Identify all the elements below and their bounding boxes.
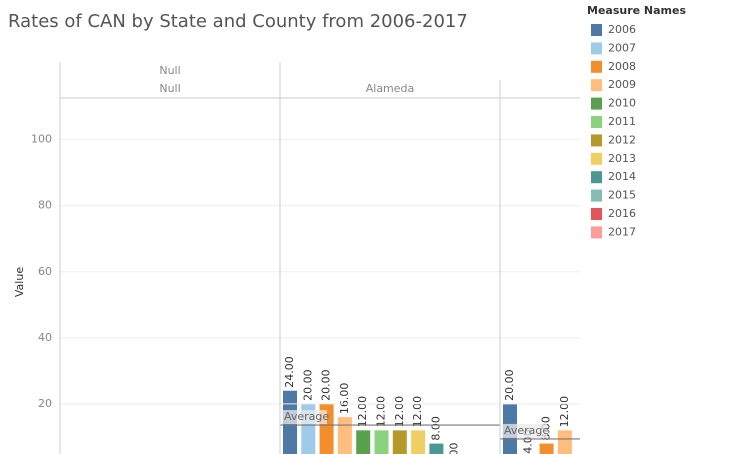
legend-swatch [591,42,602,55]
legend-label: 2007 [608,41,636,54]
reference-label-box [502,423,547,438]
legend-label: 2016 [608,207,636,220]
state-header: Null [159,64,180,77]
value-label: 24.00 [283,356,296,388]
bar [392,430,407,454]
value-label: 12.00 [375,396,388,428]
value-label: 12.00 [411,396,424,428]
bar [356,430,371,454]
bar [337,417,352,454]
value-label: 20.00 [320,369,333,401]
plot-area: 24.00 20.00 20.00 16.00 12.00 12.00 12.00 12.00… [280,356,580,454]
reference-label: Average [504,424,549,437]
legend-swatch [591,24,602,36]
legend-label: 2011 [608,115,636,128]
y-tick-label: 40 [38,331,52,344]
bar [374,430,389,454]
bar [557,430,572,454]
legend-label: 2015 [608,189,636,202]
legend-label: 2009 [608,78,636,91]
legend-label: 2017 [608,225,636,238]
y-tick-label: 20 [38,397,52,410]
chart-title: Rates of CAN by State and County from 20… [8,11,468,32]
county-header: Alameda [366,82,415,95]
y-tick-label: 80 [38,199,52,212]
legend-swatch [591,97,602,110]
value-label: 8.00 [429,416,442,441]
legend-swatch [591,60,602,73]
value-label: 0.00 [448,443,461,454]
y-tick-label: 100 [31,133,52,146]
bar [429,443,444,454]
legend-label: 2013 [608,152,636,165]
county-header: Null [159,82,180,95]
legend-title: Measure Names [587,4,686,17]
legend-label: 2006 [608,23,636,36]
value-label: 20.00 [301,369,314,401]
legend-swatch [591,79,602,92]
reference-label: Average [284,410,329,423]
legend-swatch [591,116,602,128]
legend-swatch [591,189,602,202]
value-label: 12.00 [356,396,369,428]
value-label: 20.00 [503,369,516,401]
legend-label: 2014 [608,170,636,183]
legend-label: 2012 [608,133,636,146]
value-label: 12.00 [393,396,406,428]
y-tick-label: 60 [38,265,52,278]
legend-swatch [591,208,602,220]
bar [411,430,426,454]
legend-swatch [591,226,602,239]
reference-label-box [282,410,327,425]
legend-swatch [591,152,602,165]
legend-label: 2010 [608,97,636,110]
y-axis-label: Value [13,267,26,297]
value-label: 12.00 [558,396,571,428]
legend-swatch [591,171,602,184]
legend-swatch [591,134,602,147]
legend-label: 2008 [608,60,636,73]
bar [539,443,554,454]
value-label: 16.00 [338,383,351,415]
